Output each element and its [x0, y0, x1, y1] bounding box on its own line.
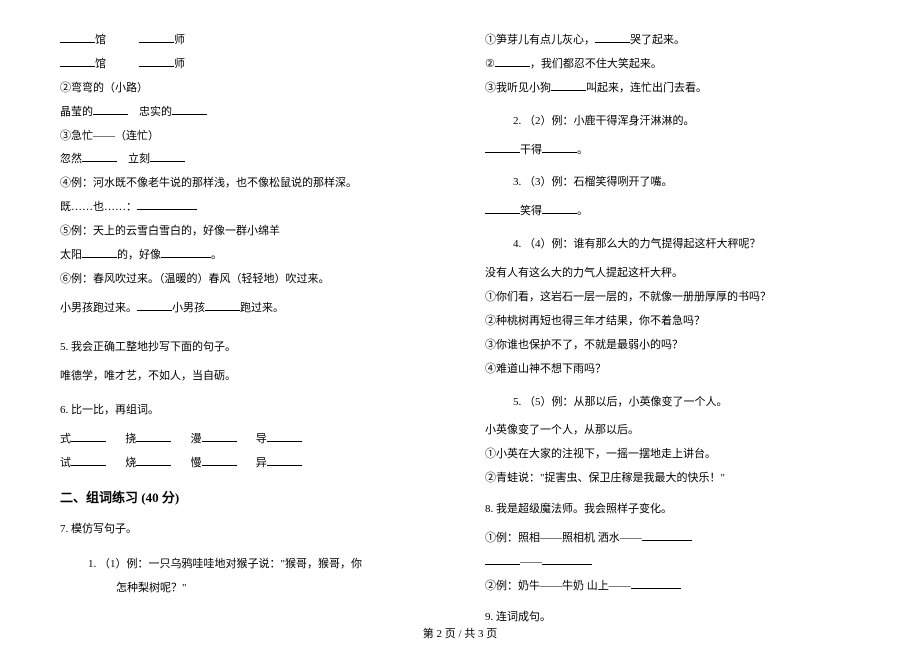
left-column: 馆 师 馆 师 ②弯弯的（小路） 晶莹的 忠实的 ③急忙——（连忙） 忽然 立刻…	[60, 30, 435, 610]
q7-1b: 怎种梨树呢？"	[116, 578, 435, 599]
q7-3: 3. （3）例：石榴笑得咧开了嘴。	[513, 172, 860, 193]
q8-1-blank: ——	[485, 552, 860, 573]
q7-3-blank: 笑得。	[485, 201, 860, 222]
question-7: 7. 模仿写句子。	[60, 519, 435, 540]
line: ③我听见小狗叫起来，连忙出门去看。	[485, 78, 860, 99]
line: 晶莹的 忠实的	[60, 102, 435, 123]
q7-4b: ①你们看，这岩石一层一层的，不就像一册册厚厚的书吗？	[485, 287, 860, 308]
q8-2: ②例：奶牛——牛奶 山上——	[485, 576, 860, 597]
q7-2: 2. （2）例：小鹿干得浑身汗淋淋的。	[513, 111, 860, 132]
q7-5b: ①小英在大家的注视下，一摇一摆地走上讲台。	[485, 444, 860, 465]
question-5: 5. 我会正确工整地抄写下面的句子。	[60, 337, 435, 358]
page-content: 馆 师 馆 师 ②弯弯的（小路） 晶莹的 忠实的 ③急忙——（连忙） 忽然 立刻…	[0, 0, 920, 620]
line: 既……也……：	[60, 197, 435, 218]
q7-5a: 小英像变了一个人，从那以后。	[485, 420, 860, 441]
section-2-title: 二、组词练习 (40 分)	[60, 486, 435, 511]
q7-4: 4. （4）例：谁有那么大的力气提得起这杆大秤呢？	[513, 234, 860, 255]
q7-4c: ②种桃树再短也得三年才结果，你不着急吗？	[485, 311, 860, 332]
line: ③急忙——（连忙）	[60, 126, 435, 147]
q7-4d: ③你谁也保护不了，不就是最弱小的吗？	[485, 335, 860, 356]
line: 太阳的，好像。	[60, 245, 435, 266]
line: 馆 师	[60, 30, 435, 51]
q7-5c: ②青蛙说："捉害虫、保卫庄稼是我最大的快乐！"	[485, 468, 860, 489]
q7-4e: ④难道山神不想下雨吗？	[485, 359, 860, 380]
line: 忽然 立刻	[60, 149, 435, 170]
q7-4a: 没有人有这么大的力气人提起这杆大秤。	[485, 263, 860, 284]
line: ⑤例：天上的云雪白雪白的，好像一群小绵羊	[60, 221, 435, 242]
q5-text: 唯德学，唯才艺，不如人，当自砺。	[60, 366, 435, 387]
line: ①笋芽儿有点儿灰心，哭了起来。	[485, 30, 860, 51]
q6-row2: 试 烧 慢 异	[60, 453, 435, 474]
right-column: ①笋芽儿有点儿灰心，哭了起来。 ②，我们都忍不住大笑起来。 ③我听见小狗叫起来，…	[485, 30, 860, 610]
line: 馆 师	[60, 54, 435, 75]
line: 小男孩跑过来。小男孩跑过来。	[60, 298, 435, 319]
line: ②弯弯的（小路）	[60, 78, 435, 99]
line: ⑥例：春风吹过来。（温暖的）春风（轻轻地）吹过来。	[60, 269, 435, 290]
question-9: 9. 连词成句。	[485, 607, 860, 628]
q8-1: ①例：照相——照相机 洒水——	[485, 528, 860, 549]
q7-1a: 1. （1）例：一只乌鸦哇哇地对猴子说："猴哥，猴哥，你	[88, 554, 435, 575]
question-6: 6. 比一比，再组词。	[60, 400, 435, 421]
q7-5: 5. （5）例：从那以后，小英像变了一个人。	[513, 392, 860, 413]
question-8: 8. 我是超级魔法师。我会照样子变化。	[485, 499, 860, 520]
line: ②，我们都忍不住大笑起来。	[485, 54, 860, 75]
q7-2-blank: 干得。	[485, 140, 860, 161]
q6-row1: 式 挠 漫 导	[60, 429, 435, 450]
line: ④例：河水既不像老牛说的那样浅，也不像松鼠说的那样深。	[60, 173, 435, 194]
